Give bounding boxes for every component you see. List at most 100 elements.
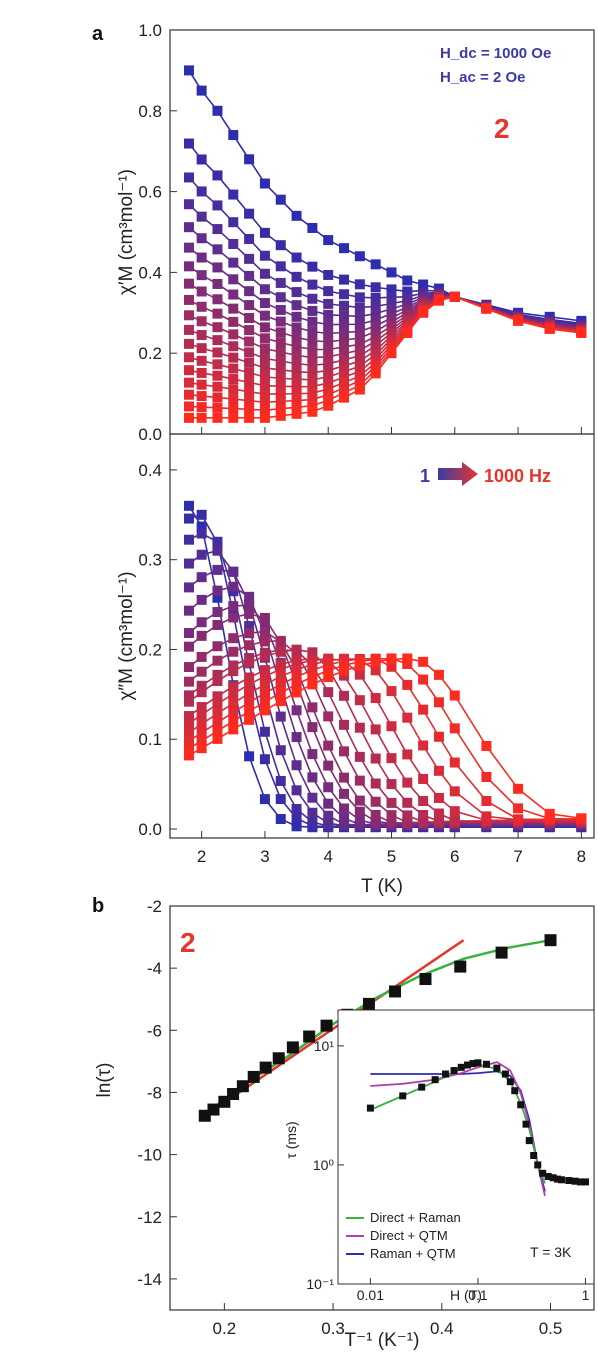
chi2-point [275, 679, 286, 690]
inset-ytick-label: 10⁰ [313, 1157, 335, 1173]
chi1-point [370, 314, 381, 325]
chi2-point [291, 658, 302, 669]
chi1-point [354, 350, 365, 361]
chi1-point [291, 381, 302, 392]
chi1-point [244, 286, 255, 297]
chi1-point [323, 235, 334, 246]
chi1-point [244, 233, 255, 244]
chi1-point [354, 345, 365, 356]
chi1-point [339, 372, 350, 383]
chi1-point [244, 336, 255, 347]
chi1-point [323, 365, 334, 376]
chi2-point [196, 617, 207, 628]
chi1-point [323, 377, 334, 388]
chi1-point [323, 358, 334, 369]
chi1-point [212, 359, 223, 370]
chi2-point [418, 796, 429, 807]
panel-a-letter: a [92, 23, 104, 45]
b-point [259, 1061, 272, 1074]
chi1-point [183, 278, 194, 289]
chi2-point [370, 665, 381, 676]
b-point [236, 1080, 249, 1093]
chi1-point [259, 343, 270, 354]
legend-label-raman-qtm: Raman + QTM [370, 1246, 456, 1261]
chi1-point [259, 178, 270, 189]
chi2-point [513, 803, 524, 814]
chi1-point [259, 389, 270, 400]
chi2-point [481, 771, 492, 782]
inset-point [558, 1176, 566, 1184]
b-point [544, 934, 557, 947]
chi2-point [481, 740, 492, 751]
chi2-point [307, 659, 318, 670]
inset-point [506, 1078, 514, 1086]
chi1-point [244, 357, 255, 368]
chi2-point [183, 711, 194, 722]
chi2-series-line [188, 657, 582, 822]
chi2-ytick-label: 0.1 [138, 730, 162, 749]
chi2-point [196, 666, 207, 677]
inset-xlabel: H (T) [450, 1287, 482, 1303]
chi2-point [433, 808, 444, 819]
chi2-point [228, 666, 239, 677]
chi1-point [339, 377, 350, 388]
chi1-point [307, 360, 318, 371]
chi1-point [244, 208, 255, 219]
inset-point [418, 1083, 426, 1091]
chi1-point [183, 199, 194, 210]
b-ytick-label: -4 [147, 959, 162, 978]
chi2-point [402, 658, 413, 669]
chi2-point [291, 644, 302, 655]
chi1-point [307, 261, 318, 272]
chi2-point [307, 665, 318, 676]
chi2-point [354, 775, 365, 786]
chi1-point [291, 388, 302, 399]
chi2-point [307, 749, 318, 760]
chi2-point [244, 591, 255, 602]
chi2-point [196, 680, 207, 691]
chi1-point [212, 224, 223, 235]
chi1-point [291, 374, 302, 385]
chi2-point [183, 641, 194, 652]
chi1-point [275, 388, 286, 399]
inset-xtick-label: 1 [582, 1287, 590, 1303]
chi2-point [307, 679, 318, 690]
chi2-point [259, 705, 270, 716]
b-point [495, 946, 508, 959]
chi2-point [212, 733, 223, 744]
chi1-point [212, 262, 223, 273]
chi1-point [244, 412, 255, 423]
chi2-point [228, 601, 239, 612]
chi2-point [196, 687, 207, 698]
chi2-point [275, 794, 286, 805]
chi2-point [183, 696, 194, 707]
inset-point [549, 1174, 557, 1182]
chi1-point [183, 294, 194, 305]
chi2-series-line [188, 513, 582, 828]
frequency-arrow-icon [438, 462, 478, 486]
chi2-point [354, 695, 365, 706]
chi1-point [354, 326, 365, 337]
chi2-point [228, 633, 239, 644]
chi2-point [433, 816, 444, 827]
chi1-point [196, 367, 207, 378]
inset-point [501, 1070, 509, 1078]
chi2-point [418, 656, 429, 667]
inset-point [544, 1172, 552, 1180]
chi2-point [228, 681, 239, 692]
chi2-point [259, 618, 270, 629]
chi1-point [339, 243, 350, 254]
chi2-point [386, 654, 397, 665]
chi1-point [196, 402, 207, 413]
chi1-point [212, 402, 223, 413]
chi2-ytick-label: 0.3 [138, 551, 162, 570]
inset-point [511, 1087, 519, 1095]
chi1-point [196, 379, 207, 390]
b-point [303, 1030, 316, 1043]
chi1-point [323, 400, 334, 411]
chi2-point [386, 810, 397, 821]
chi2-point [323, 760, 334, 771]
chi1-point [323, 309, 334, 320]
chi1-point [228, 257, 239, 268]
inset-point [530, 1151, 538, 1159]
